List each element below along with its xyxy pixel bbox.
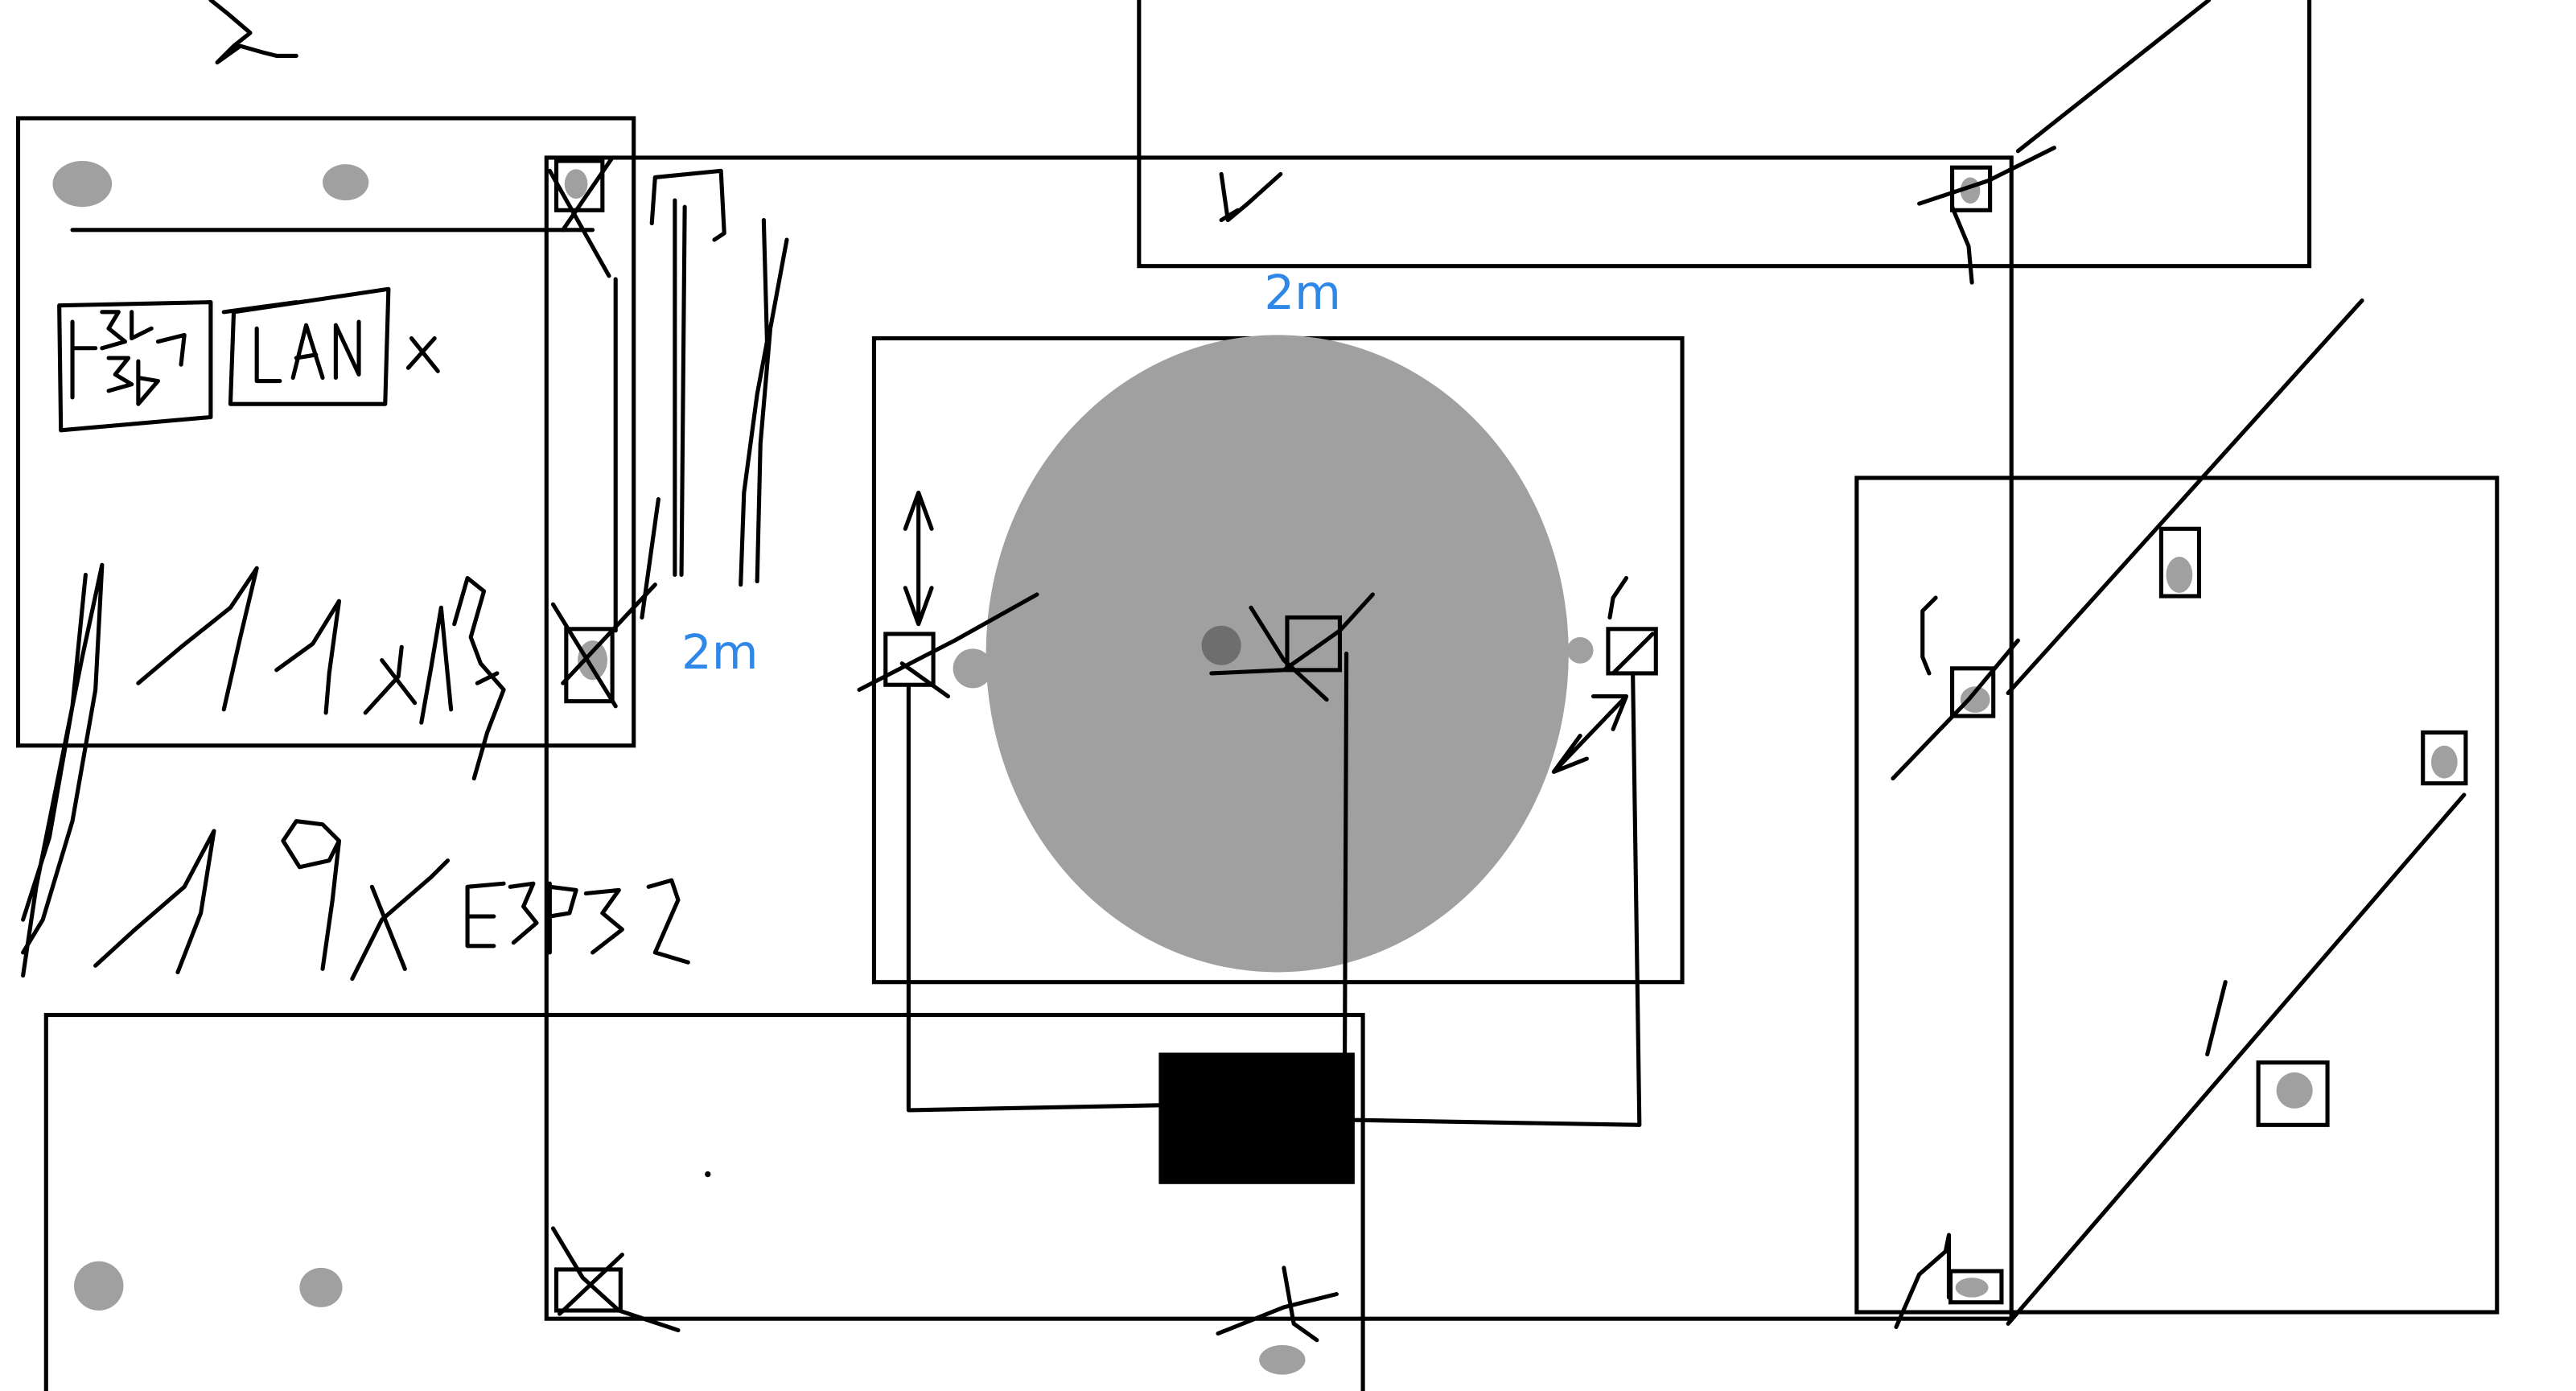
bottom-left-table (43, 1012, 1365, 1391)
handwritten-scribble-3 (274, 599, 342, 715)
top-right-table (1137, 0, 2312, 269)
right-wall-box-mid-dot (1960, 686, 1990, 713)
handwritten-scribble-4 (363, 575, 506, 781)
bottom-left-dot-2 (299, 1267, 343, 1307)
right-table-bracket (1920, 595, 1938, 676)
distance-label-top: 2m (1264, 265, 1341, 320)
left-wall-box-mid-dot (578, 640, 607, 681)
right-table-diagonal-1 (2006, 298, 2364, 695)
right-table-box-2-dot (2430, 745, 2458, 779)
right-wall-box-mid (1950, 666, 1996, 718)
bottom-left-dot-1 (74, 1261, 124, 1311)
black-device (1158, 1052, 1355, 1184)
right-table-box-1-dot (2166, 557, 2193, 593)
right-table-box-3-dot (2276, 1072, 2313, 1109)
right-sensor-dot (1566, 637, 1594, 664)
top-left-table (15, 116, 636, 748)
right-wall-box-mid-cross (1891, 638, 2020, 781)
handwritten-scribble-1 (21, 562, 105, 978)
right-table (1854, 475, 2500, 1315)
wire-center (1343, 651, 1349, 1056)
distance-label-left: 2m (681, 624, 759, 680)
top-right-wall-box (1950, 165, 1993, 212)
bottom-left-wall-box-cross (550, 1226, 681, 1333)
right-table-diagonal-2 (2006, 792, 2467, 1326)
left-wall-box-top-dot (564, 169, 588, 199)
left-wall-box-mid-cross (550, 582, 657, 709)
wire-left (906, 684, 1161, 1113)
handwritten-x-mark (405, 335, 440, 373)
handwritten-scribble-2 (136, 566, 259, 712)
top-right-wall-box-cross (1917, 146, 2056, 285)
handwritten-esp-box (57, 300, 213, 433)
left-sensor-cross (857, 592, 1039, 699)
coverage-zone (986, 335, 1569, 973)
handwritten-esp32-text (465, 878, 690, 965)
handwritten-x-2 (350, 858, 451, 982)
left-wall-box-top-cross (547, 155, 615, 278)
right-sensor-cross (1607, 575, 1655, 676)
stray-dot (705, 1171, 711, 1178)
handwritten-vertical-scribble-1 (640, 168, 726, 620)
bottom-center-cross (1216, 1265, 1339, 1343)
top-left-dot-2 (323, 164, 369, 201)
left-wall-box-mid (564, 627, 615, 704)
right-table-box-3 (2256, 1060, 2330, 1127)
left-sensor-box (883, 632, 936, 687)
wire-right (1352, 671, 1642, 1127)
top-right-diagonal (2015, 0, 2212, 154)
bottom-center-dot (1259, 1344, 1306, 1375)
handwritten-lan-box (228, 286, 391, 406)
right-table-dash (2205, 980, 2228, 1057)
right-table-box-1 (2158, 526, 2202, 599)
handwritten-vertical-scribble-2 (739, 217, 789, 587)
left-sensor-dot (953, 648, 993, 689)
right-wall-box-bottom-dot (1955, 1278, 1989, 1298)
diagonal-double-arrow (1551, 693, 1629, 774)
right-wall-box-bottom-scribble (1894, 1233, 1952, 1329)
center-sensor-box (1285, 615, 1343, 673)
top-left-dot-1 (52, 161, 113, 208)
center-sensor-cross (1209, 592, 1375, 702)
main-room-outline (544, 155, 2014, 1321)
handwritten-top-scribble (208, 0, 298, 65)
top-right-table-tick (1219, 171, 1283, 223)
handwritten-nine (281, 819, 342, 971)
handwritten-esp-scribble (70, 310, 187, 406)
right-table-box-2 (2421, 730, 2468, 786)
center-dot (1201, 625, 1241, 665)
handwritten-scribble-5 (93, 829, 216, 975)
vertical-double-arrow (903, 490, 934, 627)
bottom-left-wall-box (553, 1267, 623, 1313)
handwritten-lan-scribble (221, 300, 361, 384)
